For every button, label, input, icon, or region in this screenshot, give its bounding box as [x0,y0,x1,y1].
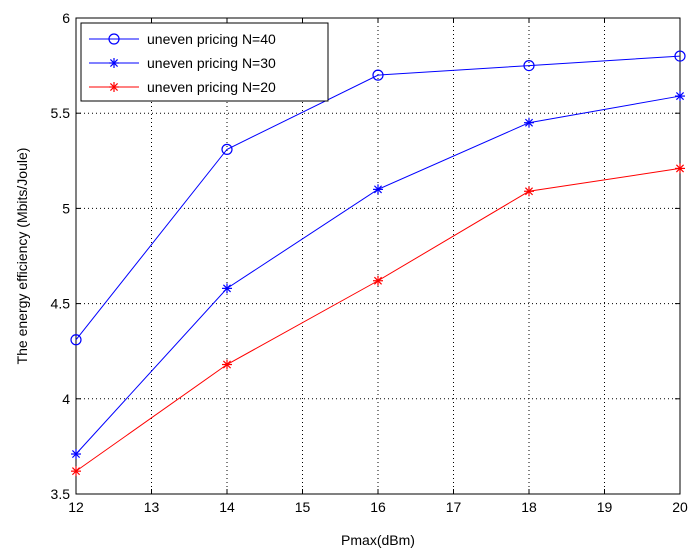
y-tick-label: 4 [62,391,70,407]
legend-swatch-marker [108,33,120,45]
data-point [523,59,535,72]
x-axis-label: Pmax(dBm) [341,532,415,548]
x-tick-label: 12 [68,499,84,515]
grid-lines [76,18,680,494]
data-point [675,163,685,174]
data-point [71,466,81,477]
data-point [70,334,82,346]
tick-labels: 12 13 14 15 16 17 18 19 20 3.5 4 4.5 5 5.5 6 [51,10,688,515]
legend-label: uneven pricing N=40 [147,31,276,47]
x-tick-label: 14 [219,499,235,515]
x-tick-label: 13 [144,499,160,515]
legend-swatch-marker [109,82,119,92]
legend-item: uneven pricing N=40 [89,31,276,47]
data-point [675,91,685,102]
y-tick-label: 4.5 [51,296,71,312]
y-tick-label: 6 [62,10,70,26]
data-point [373,184,383,195]
data-point [222,283,232,294]
data-point [71,449,81,460]
legend-item: uneven pricing N=20 [89,79,276,95]
data-point [373,275,383,286]
data-point [674,50,686,62]
x-tick-label: 20 [672,499,688,515]
axis-ticks [75,17,681,495]
legend-label: uneven pricing N=30 [147,55,276,71]
data-point [222,359,232,370]
legend-swatch-marker [109,58,119,68]
series-3 [71,163,685,477]
x-tick-label: 19 [597,499,613,515]
data-point [372,69,384,81]
legend-item: uneven pricing N=30 [89,55,276,71]
series-line [75,55,681,341]
x-tick-label: 17 [446,499,462,515]
data-point [221,143,233,155]
data-series [70,50,686,477]
x-tick-label: 18 [521,499,537,515]
legend: uneven pricing N=40 uneven pricing N=30 un… [80,22,329,102]
y-tick-label: 5 [62,200,70,216]
legend-label: uneven pricing N=20 [147,79,276,95]
series-1 [70,50,686,346]
x-tick-label: 16 [370,499,386,515]
y-axis-label: The energy efficiency (Mbits/Joule) [14,148,30,365]
y-tick-label: 5.5 [51,105,71,121]
y-tick-label: 3.5 [51,486,71,502]
data-point [524,186,534,197]
data-point [524,117,534,128]
series-2 [71,91,685,460]
legend-box [80,22,329,102]
x-tick-label: 15 [295,499,311,515]
